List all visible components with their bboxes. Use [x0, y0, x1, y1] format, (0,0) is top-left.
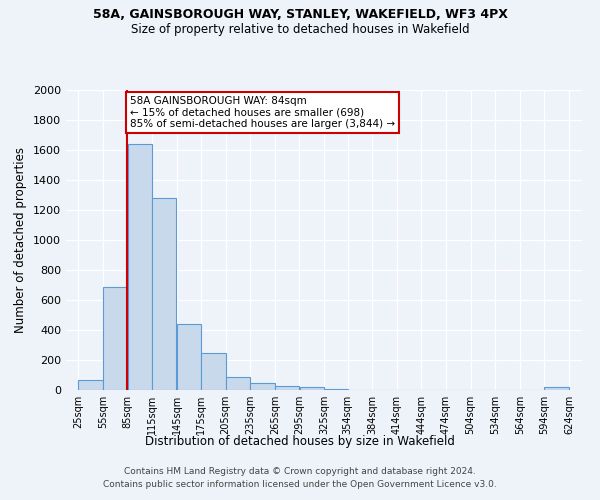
Text: Size of property relative to detached houses in Wakefield: Size of property relative to detached ho… — [131, 22, 469, 36]
Text: Contains public sector information licensed under the Open Government Licence v3: Contains public sector information licen… — [103, 480, 497, 489]
Bar — [176, 324, 201, 390]
Bar — [250, 382, 275, 390]
Text: 58A, GAINSBOROUGH WAY, STANLEY, WAKEFIELD, WF3 4PX: 58A, GAINSBOROUGH WAY, STANLEY, WAKEFIEL… — [92, 8, 508, 20]
Bar — [324, 389, 349, 390]
Y-axis label: Number of detached properties: Number of detached properties — [14, 147, 28, 333]
Bar — [299, 387, 324, 390]
Text: Distribution of detached houses by size in Wakefield: Distribution of detached houses by size … — [145, 435, 455, 448]
Text: Contains HM Land Registry data © Crown copyright and database right 2024.: Contains HM Land Registry data © Crown c… — [124, 468, 476, 476]
Bar — [79, 380, 103, 390]
Bar — [275, 386, 299, 390]
Bar — [544, 387, 569, 390]
Bar — [128, 144, 152, 390]
Bar — [152, 198, 176, 390]
Bar — [103, 286, 127, 390]
Text: 58A GAINSBOROUGH WAY: 84sqm
← 15% of detached houses are smaller (698)
85% of se: 58A GAINSBOROUGH WAY: 84sqm ← 15% of det… — [130, 96, 395, 129]
Bar — [226, 376, 250, 390]
Bar — [201, 352, 226, 390]
